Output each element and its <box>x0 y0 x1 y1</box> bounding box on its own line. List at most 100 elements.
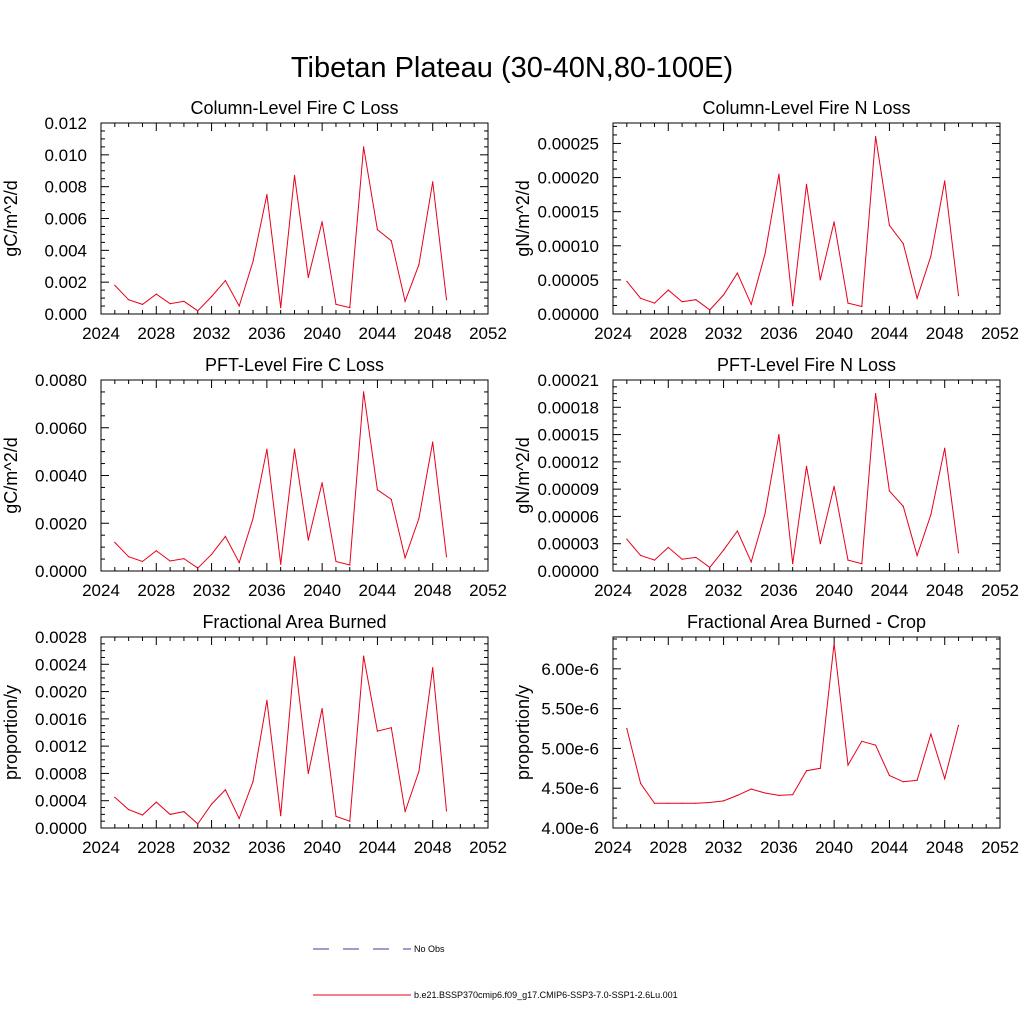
data-point <box>695 556 697 559</box>
data-point <box>114 541 116 544</box>
data-point <box>778 434 780 436</box>
x-tick-label: 2040 <box>303 838 341 857</box>
data-point <box>418 264 420 266</box>
legend-no-obs-label: No Obs <box>414 944 445 954</box>
data-point <box>626 727 628 730</box>
y-tick-label: 4.00e-6 <box>541 819 599 838</box>
chart-panel-2: Column-Level Fire N Loss 2024 2028 2032 2036… <box>513 98 1019 343</box>
data-point <box>224 280 226 282</box>
data-point <box>293 448 296 450</box>
y-tick-label: 0.00015 <box>538 426 599 445</box>
x-tick-label: 2028 <box>649 581 687 600</box>
x-tick-label: 2040 <box>815 838 853 857</box>
data-point <box>349 564 351 566</box>
data-point <box>293 174 296 177</box>
y-axis-label: gC/m^2/d <box>1 180 21 256</box>
data-point <box>916 779 918 781</box>
x-tick-label: 2040 <box>815 581 853 600</box>
data-point <box>335 815 337 818</box>
y-tick-label: 0.0008 <box>35 764 87 783</box>
data-point <box>695 299 697 301</box>
data-point <box>805 183 808 185</box>
chart-title: Fractional Area Burned - Crop <box>687 612 926 632</box>
data-point <box>404 557 406 559</box>
y-tick-label: 0.0028 <box>35 628 87 647</box>
data-point <box>944 778 946 780</box>
data-point <box>141 560 144 563</box>
x-tick-label: 2044 <box>871 581 909 600</box>
x-tick-label: 2024 <box>82 838 120 857</box>
data-point <box>155 550 157 552</box>
data-point <box>376 229 378 231</box>
y-tick-label: 0.00020 <box>538 169 599 188</box>
data-point <box>211 803 213 805</box>
data-point <box>238 817 240 820</box>
y-axis-label: gN/m^2/d <box>513 437 533 513</box>
data-point <box>640 297 642 299</box>
data-point <box>211 553 213 555</box>
data-point <box>667 546 669 549</box>
data-point <box>847 559 849 561</box>
data-point <box>930 514 932 516</box>
x-tick-label: 2048 <box>414 838 452 857</box>
chart-panels: Column-Level Fire C Loss 2024 2028 2032 2036… <box>1 98 1019 857</box>
x-tick-label: 2048 <box>414 324 452 343</box>
data-point <box>640 554 642 557</box>
data-point <box>321 482 323 484</box>
data-point <box>888 224 891 226</box>
x-tick-label: 2028 <box>649 838 687 857</box>
data-point <box>141 303 144 305</box>
data-point <box>792 563 794 565</box>
data-point <box>252 517 254 520</box>
y-tick-label: 0.0012 <box>35 737 87 756</box>
x-tick-label: 2024 <box>594 838 632 857</box>
x-tick-label: 2044 <box>871 324 909 343</box>
data-point <box>197 823 199 825</box>
data-point <box>957 724 960 726</box>
data-point <box>128 299 130 301</box>
plot-frame <box>100 379 489 572</box>
y-tick-label: 0.0080 <box>35 371 87 390</box>
data-point <box>957 552 960 554</box>
data-point <box>197 567 199 569</box>
data-point <box>335 560 337 563</box>
data-point <box>736 794 739 797</box>
data-point <box>764 253 766 255</box>
data-point <box>875 393 877 395</box>
x-tick-label: 2028 <box>137 324 175 343</box>
data-point <box>750 788 752 790</box>
y-tick-label: 0.002 <box>44 273 87 292</box>
x-tick-label: 2032 <box>193 838 231 857</box>
data-point <box>445 810 448 812</box>
x-tick-label: 2036 <box>248 581 286 600</box>
x-tick-label: 2024 <box>594 324 632 343</box>
x-tick-label: 2044 <box>871 838 909 857</box>
data-point <box>404 300 406 302</box>
data-point <box>238 305 240 307</box>
y-axis-label: proportion/y <box>513 685 533 780</box>
data-point <box>723 800 725 802</box>
data-point <box>930 733 932 735</box>
data-point <box>888 490 891 492</box>
data-point <box>861 563 863 565</box>
chart-title: Fractional Area Burned <box>202 612 386 632</box>
data-point <box>141 814 144 816</box>
x-tick-label: 2048 <box>926 838 964 857</box>
x-tick-label: 2036 <box>248 324 286 343</box>
chart-panel-3: PFT-Level Fire C Loss 2024 2028 2032 2036 204… <box>1 355 507 600</box>
y-tick-label: 0.00003 <box>538 535 599 554</box>
y-tick-label: 0.0040 <box>35 467 87 486</box>
y-tick-label: 6.00e-6 <box>541 660 599 679</box>
series-line <box>626 136 959 311</box>
y-tick-label: 0.0024 <box>35 655 87 674</box>
data-point <box>307 276 309 278</box>
data-point <box>128 556 130 558</box>
y-tick-label: 0.00000 <box>538 305 599 324</box>
data-point <box>404 811 406 813</box>
plot-frame <box>100 636 489 829</box>
data-point <box>653 302 656 304</box>
chart-panel-6: Fractional Area Burned - Crop 2024 2028 203… <box>513 612 1019 857</box>
y-tick-label: 0.0020 <box>35 514 87 533</box>
data-point <box>376 489 378 491</box>
data-point <box>875 136 877 138</box>
